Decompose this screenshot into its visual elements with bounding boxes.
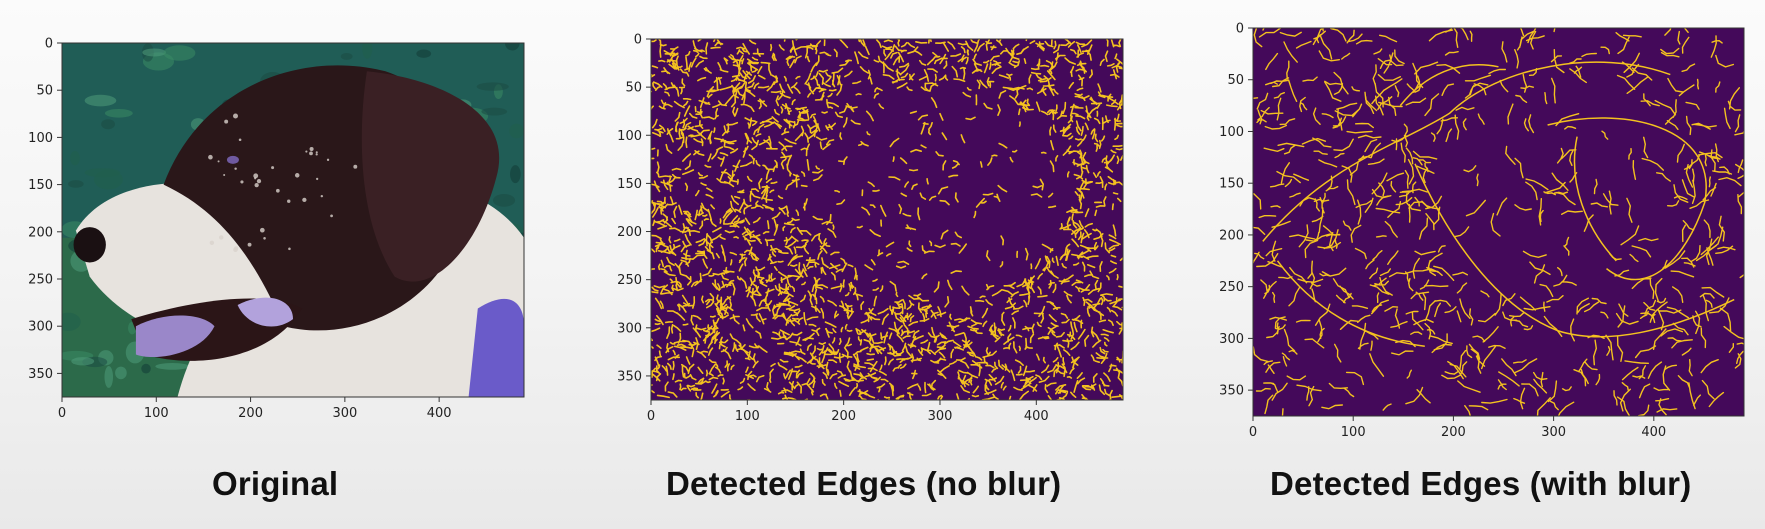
- y-tick-label: 300: [28, 320, 53, 335]
- x-tick-label: 0: [1249, 425, 1257, 440]
- y-tick-label: 50: [625, 81, 642, 96]
- edge-contour: [1573, 136, 1617, 262]
- y-tick-label: 150: [28, 178, 53, 193]
- caption-original: Original: [212, 465, 339, 502]
- y-tick-label: 0: [634, 33, 642, 48]
- axes: 0 100 200 300 400 0 50 100 150 200 250 300 350: [617, 33, 1124, 424]
- axes-frame: [61, 42, 525, 398]
- y-tick-label: 50: [36, 84, 53, 99]
- edge-contour: [1399, 64, 1499, 107]
- axes-frame: [650, 38, 1124, 401]
- x-tick-label: 300: [332, 406, 357, 421]
- x-tick-label: 100: [144, 406, 169, 421]
- x-tick-label: 100: [1341, 425, 1366, 440]
- y-tick-label: 300: [1219, 332, 1244, 347]
- edge-contour: [1547, 117, 1707, 281]
- axes-frame: [1252, 27, 1745, 417]
- edge-contour: [1414, 163, 1735, 338]
- y-tick-label: 0: [1236, 22, 1244, 37]
- x-tick-label: 400: [1641, 425, 1666, 440]
- axes: 0 100 200 300 400 0 50 100 150 200 250 300 350: [28, 37, 525, 421]
- y-tick-label: 250: [1219, 280, 1244, 295]
- dog-photo: [62, 43, 524, 397]
- edge-strokes: [651, 39, 1123, 400]
- y-tick-label: 300: [617, 321, 642, 336]
- y-tick-label: 150: [1219, 177, 1244, 192]
- y-tick-label: 100: [617, 129, 642, 144]
- y-tick-label: 0: [45, 37, 53, 52]
- y-tick-label: 200: [28, 225, 53, 240]
- y-tick-label: 150: [617, 177, 642, 192]
- x-tick-label: 200: [831, 409, 856, 424]
- edge-strokes: [1253, 28, 1744, 416]
- y-tick-label: 200: [1219, 228, 1244, 243]
- x-tick-label: 0: [647, 409, 655, 424]
- x-tick-label: 0: [58, 406, 66, 421]
- y-tick-label: 250: [617, 273, 642, 288]
- x-tick-label: 200: [1441, 425, 1466, 440]
- x-tick-label: 400: [1024, 409, 1049, 424]
- edge-contour: [1276, 260, 1425, 347]
- caption-edges-no-blur: Detected Edges (no blur): [666, 465, 1062, 502]
- x-tick-label: 300: [1541, 425, 1566, 440]
- y-tick-label: 50: [1227, 73, 1244, 88]
- edge-contour: [1262, 61, 1671, 242]
- x-tick-label: 400: [427, 406, 452, 421]
- caption-edges-with-blur: Detected Edges (with blur): [1270, 465, 1692, 502]
- y-tick-label: 350: [1219, 384, 1244, 399]
- edge-map-no-blur: [651, 39, 1123, 400]
- x-tick-label: 100: [735, 409, 760, 424]
- y-tick-label: 100: [28, 131, 53, 146]
- x-tick-label: 200: [238, 406, 263, 421]
- edge-map-with-blur: [1253, 28, 1744, 416]
- axes: 0 100 200 300 400 0 50 100 150 200 250 300 350: [1219, 22, 1745, 440]
- y-tick-label: 200: [617, 225, 642, 240]
- y-tick-label: 250: [28, 273, 53, 288]
- y-tick-label: 100: [1219, 125, 1244, 140]
- y-tick-label: 350: [28, 367, 53, 382]
- y-tick-label: 350: [617, 369, 642, 384]
- x-tick-label: 300: [928, 409, 953, 424]
